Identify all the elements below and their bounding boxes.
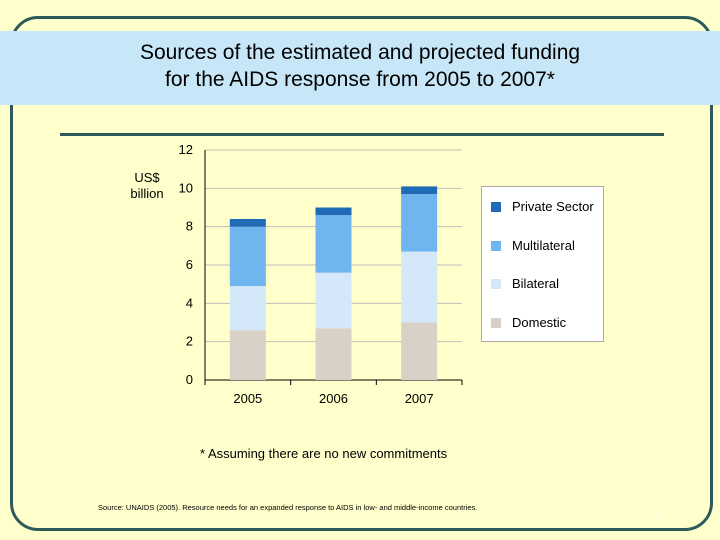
legend-item: Private Sector <box>491 199 603 214</box>
bar-segment-multilateral <box>229 226 266 287</box>
bar-segment-multilateral <box>315 215 352 273</box>
legend-swatch <box>491 279 501 289</box>
legend-label: Multilateral <box>512 237 575 253</box>
slide-frame <box>10 16 713 531</box>
y-tick-label: 8 <box>186 219 193 234</box>
footnote: * Assuming there are no new commitments <box>200 446 448 461</box>
slide-title: Sources of the estimated and projected f… <box>139 41 581 91</box>
bar-segment-bilateral <box>401 251 438 323</box>
bar-segment-private-sector <box>401 186 438 195</box>
legend-label: Bilateral <box>512 276 559 291</box>
source-note: Source: UNAIDS (2005). Resource needs fo… <box>98 503 478 512</box>
title-rule <box>60 133 664 136</box>
x-tick-label: 2005 <box>233 391 262 406</box>
y-tick-label: 12 <box>179 142 193 157</box>
legend-swatch <box>491 240 501 251</box>
legend-label: Private Sector <box>512 199 594 214</box>
y-tick-label: 0 <box>186 372 193 387</box>
slide-number: 10 <box>655 512 667 523</box>
legend-label: Domestic <box>512 314 567 330</box>
y-tick-label: 4 <box>186 295 193 310</box>
title-band <box>0 31 720 105</box>
bar-segment-domestic <box>315 328 352 380</box>
y-axis-label: US$ billion <box>130 170 164 201</box>
legend-swatch <box>491 317 501 328</box>
bar-segment-domestic <box>229 330 266 380</box>
x-tick-label: 2007 <box>405 391 434 406</box>
bar-segment-multilateral <box>401 194 438 252</box>
legend-item: Multilateral <box>491 237 603 253</box>
bar-segment-bilateral <box>229 286 266 331</box>
bar-segment-private-sector <box>315 207 352 216</box>
x-tick-label: 2006 <box>319 391 348 406</box>
bar-segment-private-sector <box>229 219 266 227</box>
legend-item: Bilateral <box>491 276 603 291</box>
legend-swatch <box>491 202 501 212</box>
legend-item: Domestic <box>491 314 603 330</box>
bar-segment-domestic <box>401 322 438 380</box>
y-tick-label: 10 <box>179 180 193 195</box>
chart-legend: Private Sector Multilateral Bilateral Domes… <box>481 186 604 342</box>
y-tick-label: 6 <box>186 257 193 272</box>
bar-segment-bilateral <box>315 272 352 329</box>
y-tick-label: 2 <box>186 334 193 349</box>
